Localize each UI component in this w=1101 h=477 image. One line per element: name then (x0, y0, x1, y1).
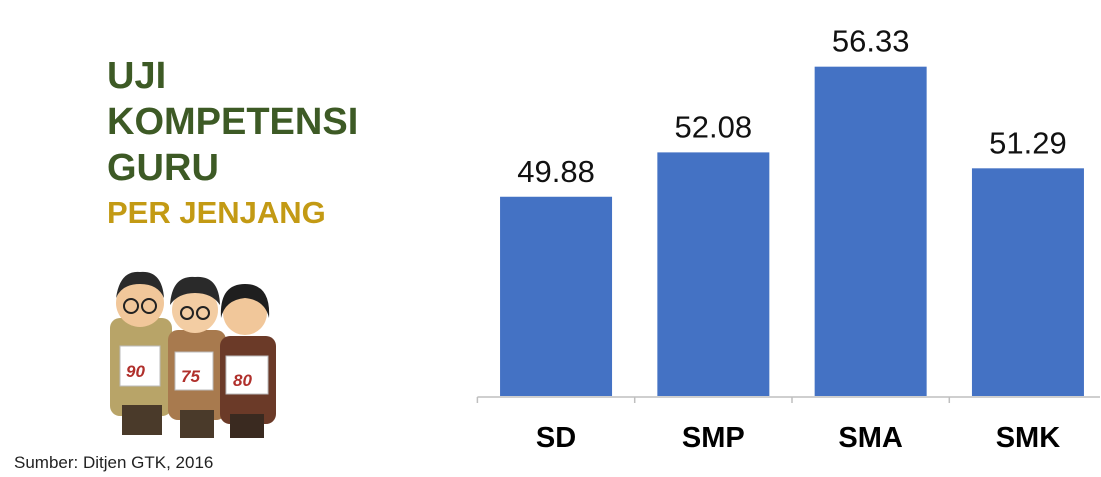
value-label: 52.08 (675, 109, 753, 144)
bar (657, 152, 769, 396)
illustration: 90 75 80 (110, 272, 276, 438)
sign-score: 80 (233, 371, 252, 390)
value-label: 51.29 (989, 125, 1067, 160)
value-label: 56.33 (832, 24, 910, 59)
title-line: KOMPETENSI (107, 101, 358, 143)
title-line: UJI (107, 55, 166, 97)
sign-score: 90 (126, 362, 145, 381)
chart: 49.88 SD 52.08 SMP 56.33 SMA 51.29 SMK (477, 24, 1100, 454)
value-label: 49.88 (517, 154, 595, 189)
title-line: GURU (107, 147, 219, 189)
sign-score: 75 (181, 367, 200, 386)
bar (815, 67, 927, 396)
page: UJI KOMPETENSI GURU PER JENJANG 90 75 80… (0, 0, 1101, 477)
bar (972, 168, 1084, 396)
subtitle: PER JENJANG (107, 195, 326, 230)
x-tick-label: SMP (682, 422, 745, 454)
x-tick-label: SD (536, 422, 576, 454)
source: Sumber: Ditjen GTK, 2016 (14, 453, 213, 472)
x-tick-label: SMA (838, 422, 903, 454)
x-tick-label: SMK (996, 422, 1061, 454)
bar (500, 197, 612, 396)
